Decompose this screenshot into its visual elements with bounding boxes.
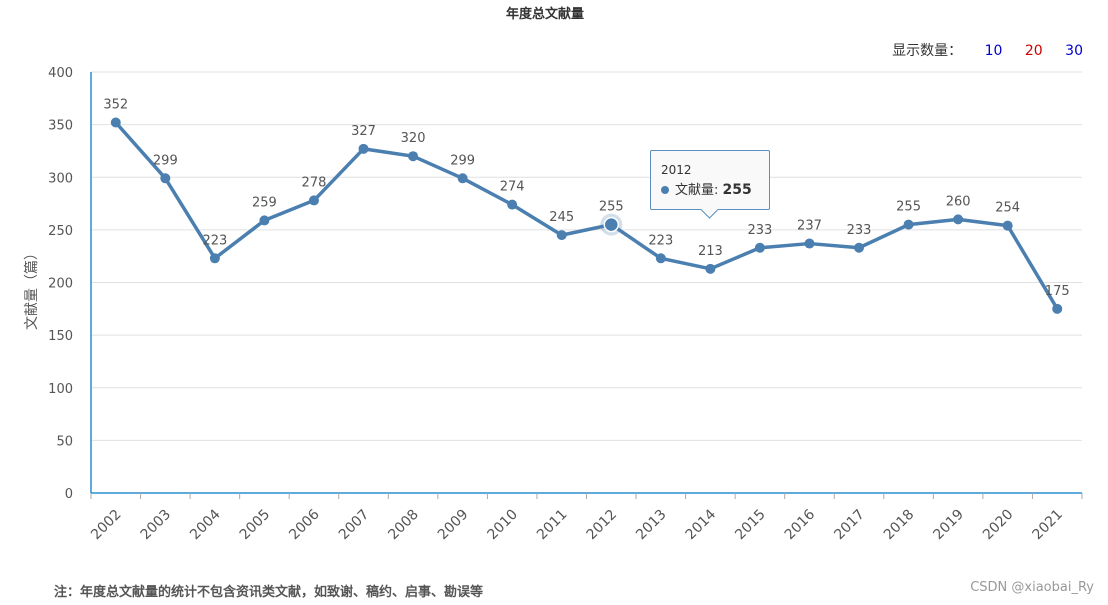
data-tooltip: 2012 文献量: 255 [650, 150, 770, 219]
x-tick-label: 2008 [385, 507, 422, 544]
data-label: 254 [995, 201, 1020, 216]
data-point [804, 238, 815, 249]
data-point [1002, 220, 1013, 231]
data-point [308, 195, 319, 206]
data-label: 213 [698, 244, 723, 259]
data-label: 223 [202, 233, 227, 248]
data-label: 320 [401, 131, 426, 146]
footnote: 注：年度总文献量的统计不包含资讯类文献，如致谢、稿约、启事、勘误等 [54, 585, 484, 600]
x-tick-label: 2009 [435, 507, 472, 544]
y-tick-label: 150 [48, 329, 73, 344]
x-tick-label: 2005 [237, 507, 274, 544]
data-label: 233 [847, 223, 872, 238]
x-tick-label: 2013 [633, 507, 670, 544]
data-label: 278 [302, 175, 327, 190]
x-tick-label: 2007 [336, 507, 373, 544]
tooltip-row: 文献量: 255 [661, 179, 769, 198]
tooltip-value: 255 [722, 182, 752, 198]
data-label: 299 [153, 153, 178, 168]
watermark: CSDN @xiaobai_Ry [970, 580, 1094, 595]
y-tick-label: 250 [48, 224, 73, 239]
data-label: 260 [946, 194, 971, 209]
data-label: 274 [500, 180, 525, 195]
tooltip-series-name: 文献量: [675, 183, 719, 198]
data-label: 245 [549, 210, 574, 225]
series-line [114, 121, 1059, 310]
x-tick-label: 2020 [980, 507, 1017, 544]
x-tick-label: 2014 [683, 506, 720, 543]
tooltip-series-marker [661, 186, 669, 194]
data-label: 327 [351, 124, 376, 139]
y-tick-label: 50 [56, 434, 73, 449]
data-label: 223 [648, 233, 673, 248]
x-tick-label: 2002 [88, 507, 125, 544]
display-count-label: 显示数量： [892, 43, 963, 59]
data-point [209, 253, 220, 264]
x-tick-label: 2021 [1030, 507, 1067, 544]
chart-title: 年度总文献量 [505, 7, 584, 22]
data-point [259, 215, 270, 226]
data-label: 255 [599, 200, 624, 215]
x-tick-label: 2015 [732, 507, 769, 544]
data-point [358, 143, 369, 154]
x-tick-label: 2011 [534, 507, 571, 544]
data-point [1052, 303, 1063, 314]
y-tick-label: 350 [48, 119, 73, 134]
data-label: 299 [450, 153, 475, 168]
data-label: 175 [1045, 284, 1070, 299]
count-option-20[interactable]: 20 [1024, 43, 1043, 59]
data-label: 255 [896, 200, 921, 215]
data-point [507, 199, 518, 210]
data-label: 259 [252, 195, 277, 210]
x-tick-label: 2010 [484, 507, 521, 544]
y-tick-label: 300 [48, 171, 73, 186]
data-label: 237 [797, 219, 822, 234]
data-point [903, 219, 914, 230]
display-count-selector: 显示数量： 10 20 30 [892, 40, 1083, 60]
tooltip-category: 2012 [661, 163, 692, 177]
y-tick-label: 400 [48, 66, 73, 81]
x-tick-label: 2004 [187, 506, 224, 543]
x-tick-label: 2003 [138, 507, 175, 544]
data-point [603, 216, 620, 233]
y-tick-label: 100 [48, 382, 73, 397]
data-point [854, 242, 865, 253]
x-tick-label: 2019 [930, 507, 967, 544]
data-point [655, 253, 666, 264]
x-tick-label: 2018 [881, 507, 918, 544]
data-point [110, 117, 121, 128]
count-option-10[interactable]: 10 [984, 43, 1003, 59]
x-tick-label: 2006 [286, 506, 323, 543]
data-point [556, 230, 567, 241]
data-point [408, 151, 419, 162]
y-tick-label: 0 [65, 487, 73, 502]
y-tick-label: 200 [48, 277, 73, 292]
data-point [457, 173, 468, 184]
data-point [705, 263, 716, 274]
data-point [754, 242, 765, 253]
x-tick-label: 2012 [584, 507, 621, 544]
x-tick-label: 2016 [782, 506, 819, 543]
count-option-30[interactable]: 30 [1065, 43, 1083, 59]
data-point [953, 214, 964, 225]
data-point [160, 173, 171, 184]
x-tick-label: 2017 [831, 507, 868, 544]
data-label: 233 [748, 223, 773, 238]
data-label: 352 [103, 98, 128, 113]
